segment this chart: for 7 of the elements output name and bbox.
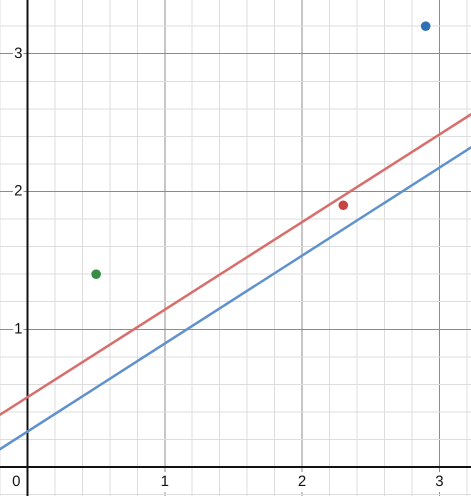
x-tick-label: 2	[298, 473, 306, 490]
y-tick-label: 3	[14, 44, 22, 62]
y-tick-label: 2	[14, 182, 22, 200]
y-tick-label: 1	[14, 320, 22, 338]
x-tick-label: 0	[12, 473, 20, 490]
x-tick-label: 1	[160, 473, 169, 490]
x-tick-label: 3	[435, 473, 444, 490]
